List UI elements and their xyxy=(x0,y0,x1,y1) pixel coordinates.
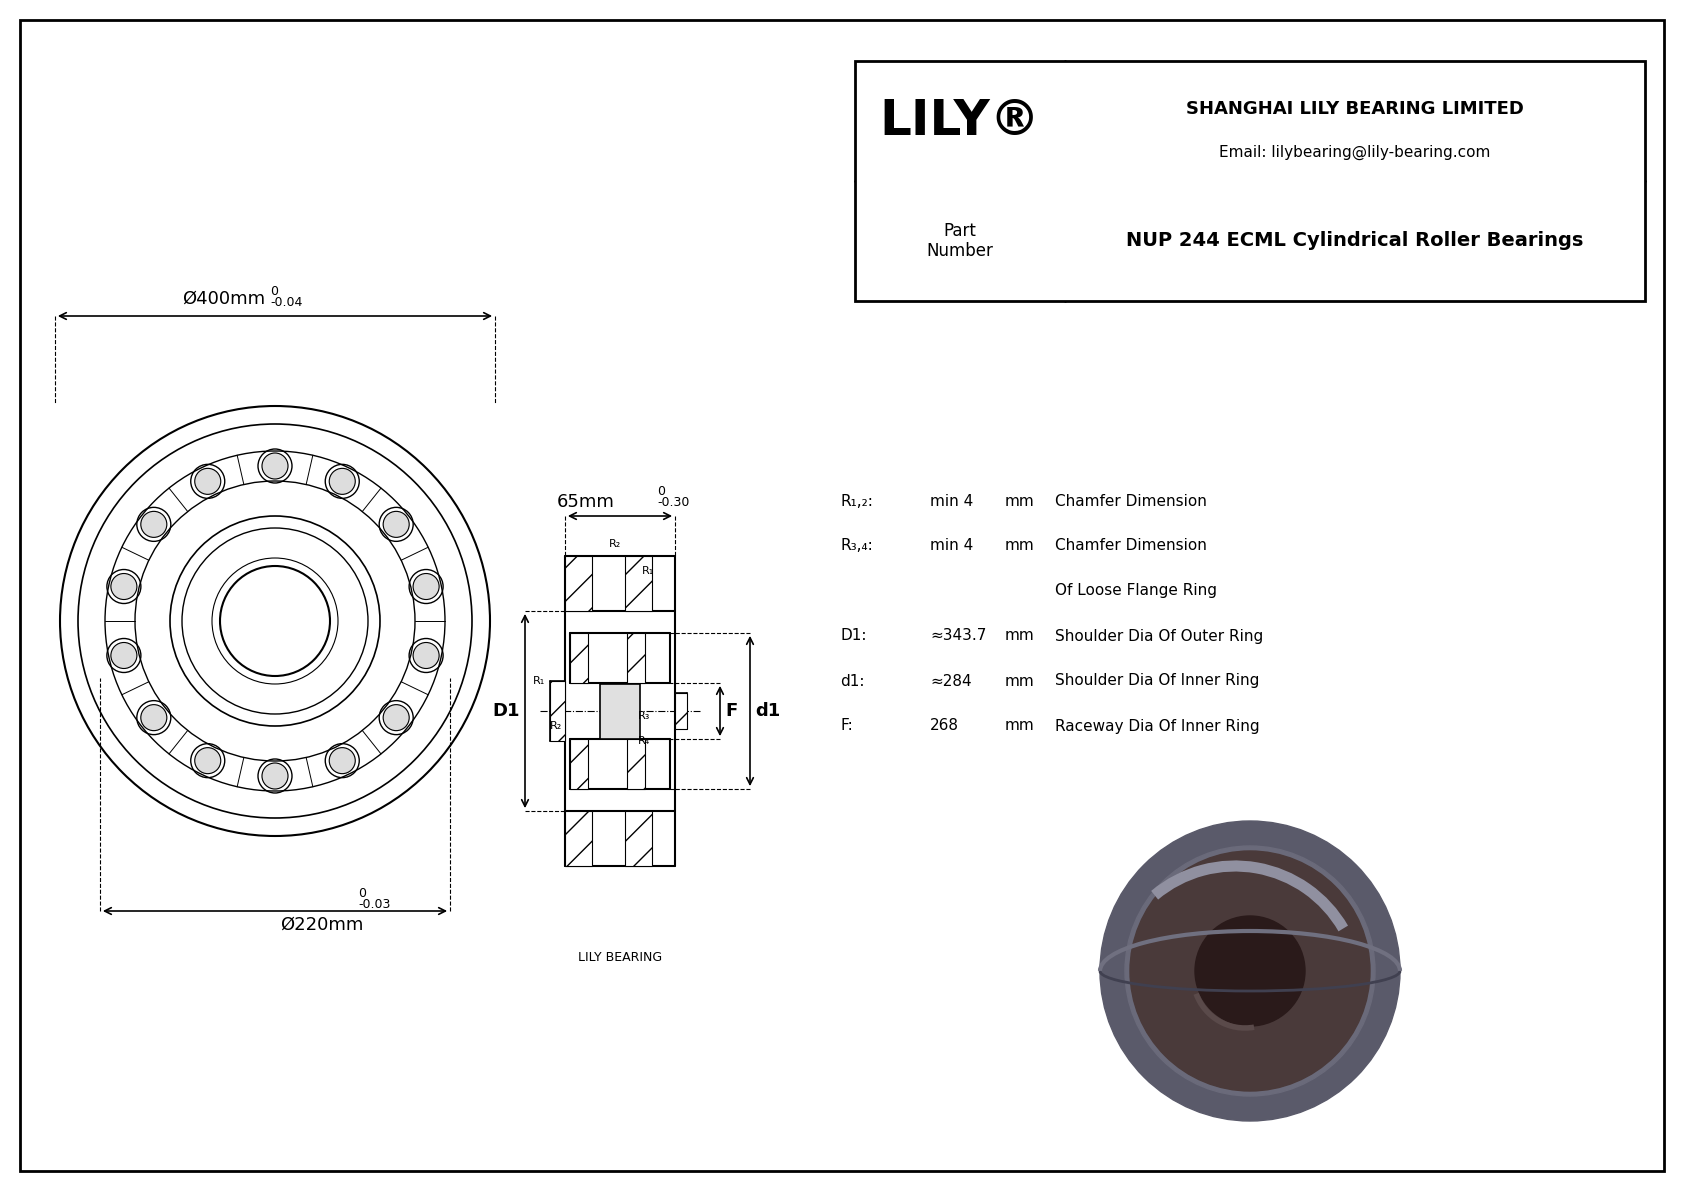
Circle shape xyxy=(195,468,221,494)
Circle shape xyxy=(263,453,288,479)
Circle shape xyxy=(384,705,409,730)
Text: d1:: d1: xyxy=(840,673,864,688)
Bar xyxy=(625,811,652,866)
Circle shape xyxy=(195,748,221,774)
Text: 65mm: 65mm xyxy=(557,493,615,511)
Bar xyxy=(569,632,588,682)
Text: Part
Number: Part Number xyxy=(926,222,994,261)
Text: F: F xyxy=(726,701,738,721)
Text: -0.04: -0.04 xyxy=(269,297,303,308)
Text: -0.03: -0.03 xyxy=(359,898,391,911)
Circle shape xyxy=(413,642,440,668)
Text: 268: 268 xyxy=(930,718,958,734)
Circle shape xyxy=(141,705,167,730)
Text: mm: mm xyxy=(1005,629,1034,643)
Text: d1: d1 xyxy=(754,701,780,721)
Text: R₄: R₄ xyxy=(638,736,650,746)
Circle shape xyxy=(413,574,440,599)
Text: F:: F: xyxy=(840,718,852,734)
Text: 0: 0 xyxy=(359,887,365,900)
Text: Shoulder Dia Of Outer Ring: Shoulder Dia Of Outer Ring xyxy=(1054,629,1263,643)
Bar xyxy=(626,632,645,682)
Circle shape xyxy=(1100,821,1399,1121)
Text: LILY BEARING: LILY BEARING xyxy=(578,950,662,964)
Text: Of Loose Flange Ring: Of Loose Flange Ring xyxy=(1054,584,1218,599)
Bar xyxy=(675,693,687,729)
Circle shape xyxy=(330,468,355,494)
Text: R₃,₄:: R₃,₄: xyxy=(840,538,872,554)
Text: Ø220mm: Ø220mm xyxy=(280,916,364,934)
Circle shape xyxy=(384,511,409,537)
Text: mm: mm xyxy=(1005,493,1034,509)
Text: Raceway Dia Of Inner Ring: Raceway Dia Of Inner Ring xyxy=(1054,718,1260,734)
Text: mm: mm xyxy=(1005,718,1034,734)
Bar xyxy=(626,738,645,788)
Circle shape xyxy=(111,642,136,668)
Text: Email: lilybearing@lily-bearing.com: Email: lilybearing@lily-bearing.com xyxy=(1219,144,1490,160)
Text: NUP 244 ECML Cylindrical Roller Bearings: NUP 244 ECML Cylindrical Roller Bearings xyxy=(1127,231,1583,250)
Text: R₃: R₃ xyxy=(638,711,650,721)
Text: R₂: R₂ xyxy=(610,540,621,549)
Bar xyxy=(569,738,588,788)
Text: SHANGHAI LILY BEARING LIMITED: SHANGHAI LILY BEARING LIMITED xyxy=(1186,100,1524,118)
Circle shape xyxy=(263,763,288,788)
Circle shape xyxy=(111,574,136,599)
Text: R₁: R₁ xyxy=(642,566,655,576)
Bar xyxy=(625,556,652,611)
Text: Chamfer Dimension: Chamfer Dimension xyxy=(1054,493,1207,509)
Bar xyxy=(566,556,593,611)
Bar xyxy=(600,684,640,738)
Text: D1:: D1: xyxy=(840,629,867,643)
Circle shape xyxy=(1130,852,1371,1091)
Text: 0: 0 xyxy=(657,485,665,498)
Bar xyxy=(855,61,1645,301)
Text: ≈284: ≈284 xyxy=(930,673,972,688)
Text: Ø400mm: Ø400mm xyxy=(182,289,264,308)
Bar xyxy=(566,811,593,866)
Text: Shoulder Dia Of Inner Ring: Shoulder Dia Of Inner Ring xyxy=(1054,673,1260,688)
Text: D1: D1 xyxy=(492,701,520,721)
Circle shape xyxy=(330,748,355,774)
Text: ≈343.7: ≈343.7 xyxy=(930,629,987,643)
Circle shape xyxy=(141,511,167,537)
Text: 0: 0 xyxy=(269,285,278,298)
Text: R₁: R₁ xyxy=(532,676,546,686)
Text: -0.30: -0.30 xyxy=(657,495,689,509)
Bar xyxy=(551,681,566,741)
Text: min 4: min 4 xyxy=(930,538,973,554)
Text: Chamfer Dimension: Chamfer Dimension xyxy=(1054,538,1207,554)
Text: mm: mm xyxy=(1005,673,1034,688)
Text: R₁,₂:: R₁,₂: xyxy=(840,493,872,509)
Text: R₂: R₂ xyxy=(549,721,562,731)
Text: min 4: min 4 xyxy=(930,493,973,509)
Circle shape xyxy=(1125,846,1376,1096)
Circle shape xyxy=(1196,916,1305,1025)
Text: LILY®: LILY® xyxy=(879,96,1041,145)
Text: mm: mm xyxy=(1005,538,1034,554)
